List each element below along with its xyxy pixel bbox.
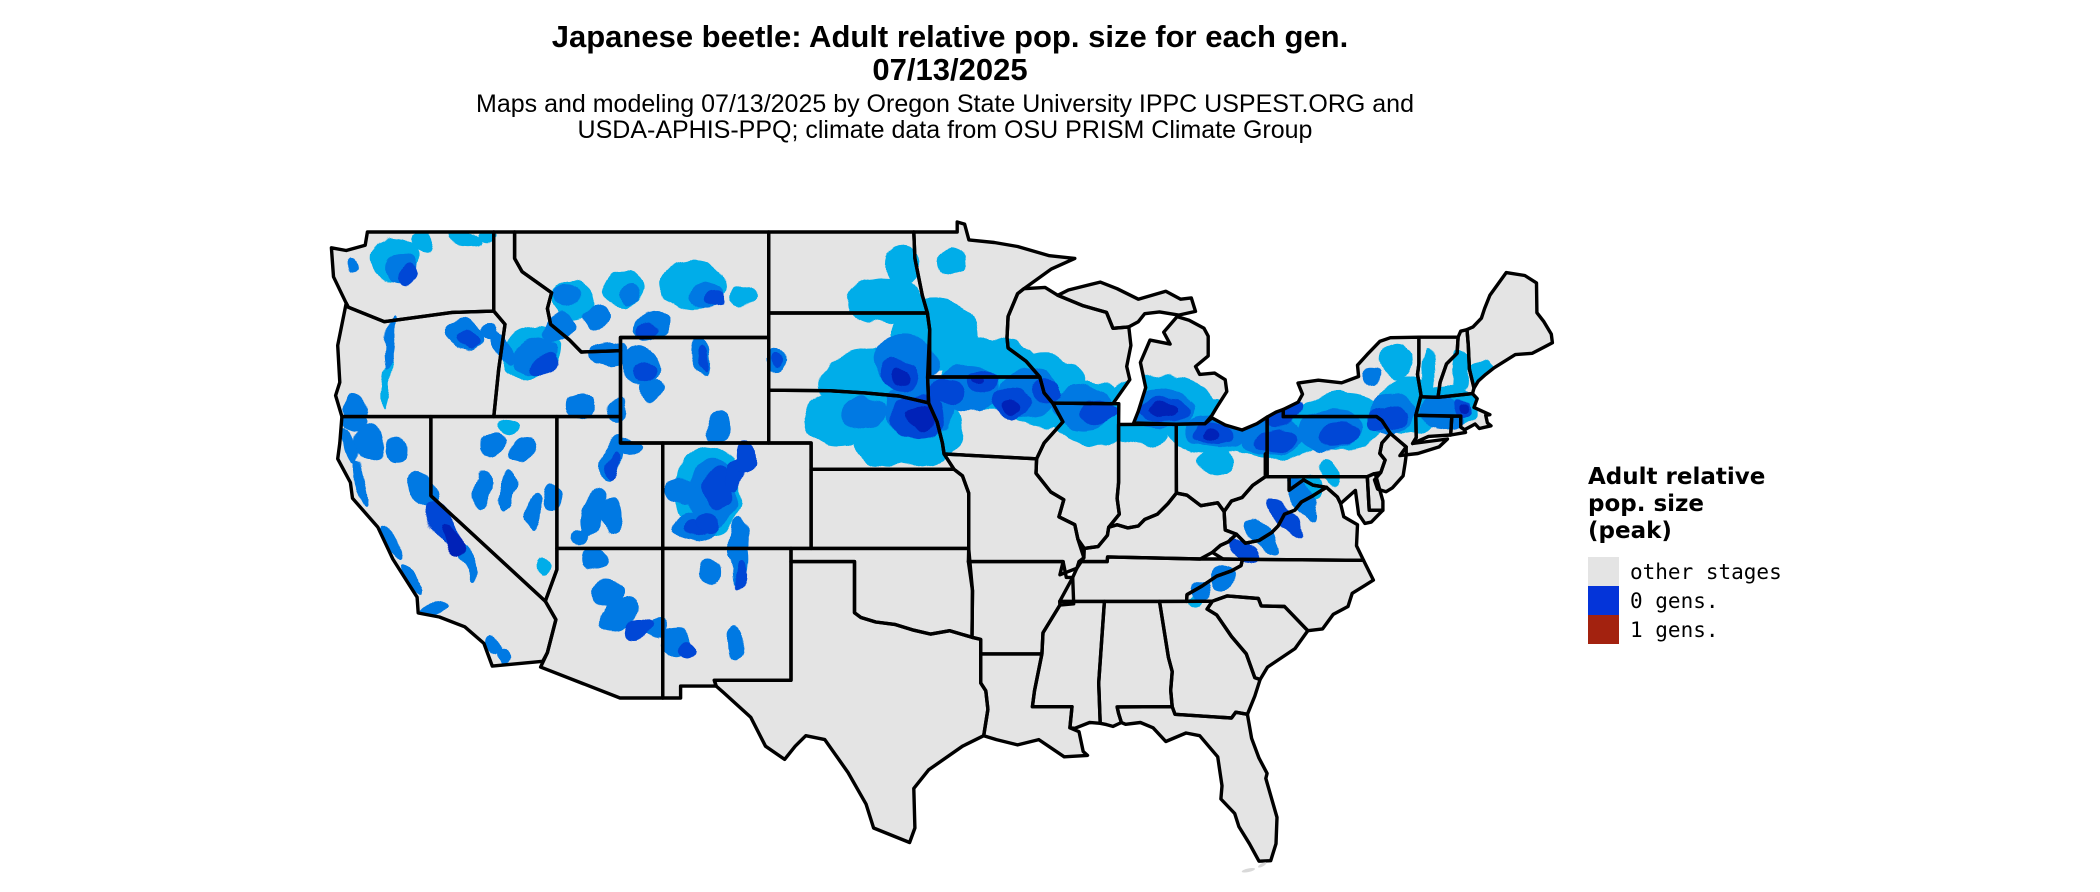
- subtitle-line-2: USDA-APHIS-PPQ; climate data from OSU PR…: [577, 116, 1313, 144]
- title-block: Japanese beetle: Adult relative pop. siz…: [0, 20, 1900, 86]
- state-border-layer: [329, 220, 1555, 863]
- legend-label-other-stages: other stages: [1630, 559, 1782, 584]
- legend-item-0-gens: 0 gens.: [1588, 586, 1918, 615]
- population-raster-layer: [341, 228, 1497, 665]
- legend-items: other stages 0 gens. 1 gens.: [1588, 557, 1918, 644]
- legend-title-line-1: Adult relative: [1588, 464, 1766, 490]
- subtitle-line-1: Maps and modeling 07/13/2025 by Oregon S…: [476, 90, 1414, 118]
- legend-swatch-0-gens: [1588, 586, 1619, 615]
- page-title: Japanese beetle: Adult relative pop. siz…: [551, 19, 1349, 54]
- florida-keys-shapes: [1241, 862, 1267, 873]
- legend: Adult relative pop. size (peak) other st…: [1588, 464, 1918, 644]
- legend-swatch-1-gens: [1588, 615, 1619, 644]
- legend-item-other-stages: other stages: [1588, 557, 1918, 586]
- legend-label-1-gens: 1 gens.: [1630, 617, 1719, 642]
- legend-item-1-gens: 1 gens.: [1588, 615, 1918, 644]
- legend-title-line-3: (peak): [1588, 518, 1672, 544]
- legend-swatch-other-stages: [1588, 557, 1619, 586]
- subtitle-block: Maps and modeling 07/13/2025 by Oregon S…: [0, 91, 1890, 143]
- legend-title-line-2: pop. size: [1588, 491, 1705, 517]
- page-title-date: 07/13/2025: [872, 52, 1028, 87]
- legend-label-0-gens: 0 gens.: [1630, 588, 1719, 613]
